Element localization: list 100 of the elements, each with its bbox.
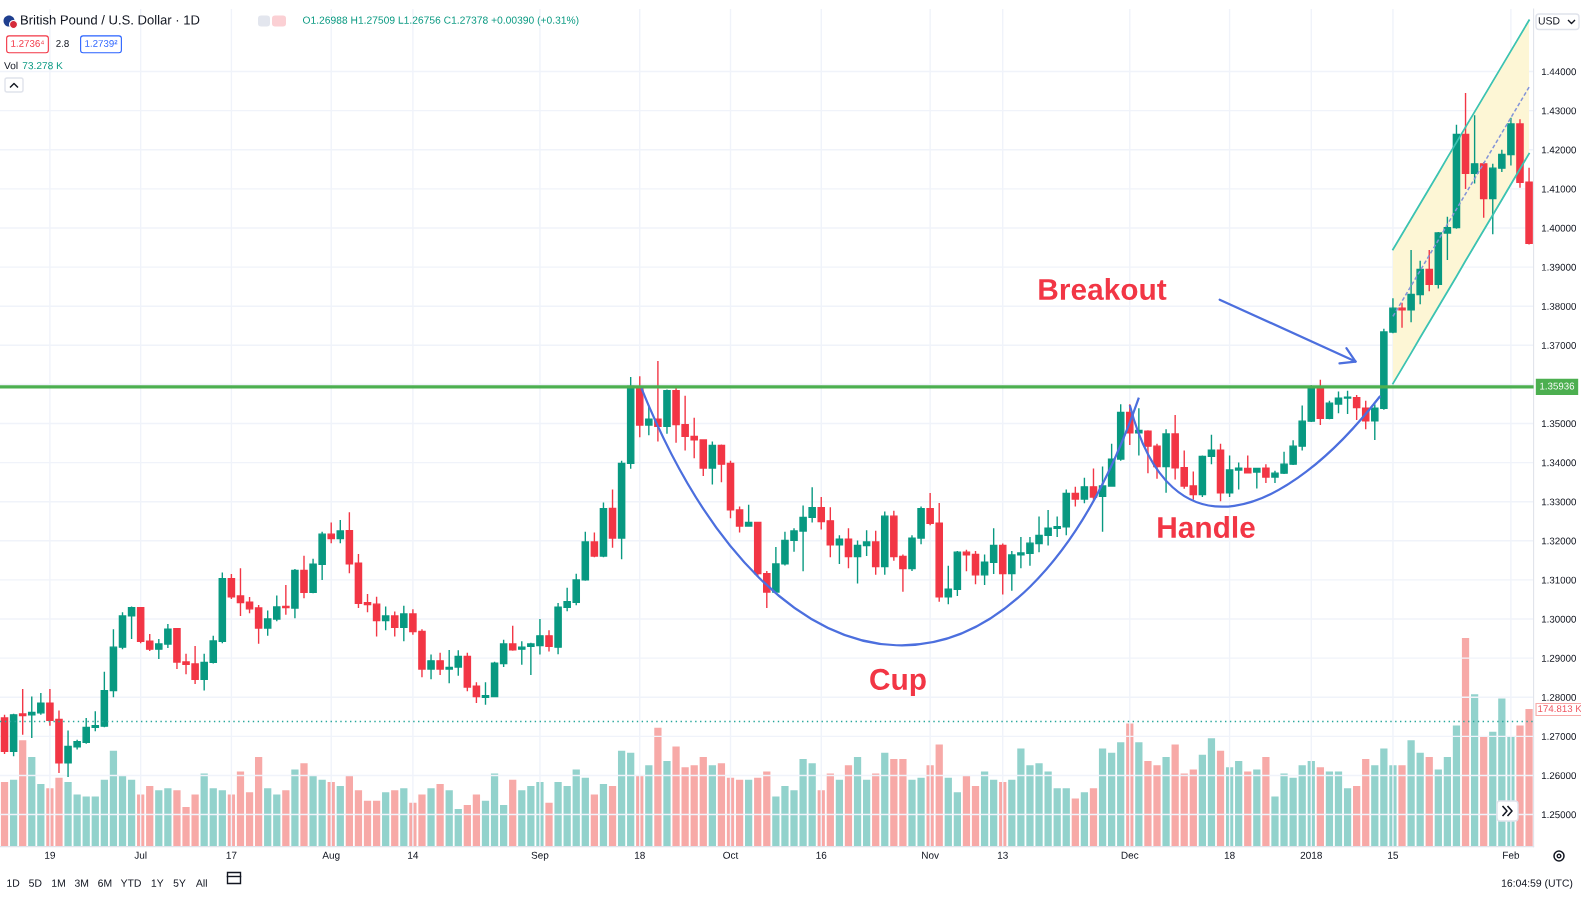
candlestick [263, 609, 272, 637]
y-tick-label: 1.26000 [1541, 772, 1576, 780]
bar [282, 790, 290, 847]
bar [127, 779, 136, 847]
bar [91, 796, 99, 847]
text: 6M [98, 879, 112, 887]
bar [200, 773, 208, 847]
bar [599, 784, 608, 847]
x-tick-label: 15 [1388, 851, 1399, 859]
y-tick-label: 1.39000 [1541, 263, 1576, 271]
bar [717, 763, 726, 847]
y-tick-label: 1.33000 [1541, 498, 1576, 506]
candlestick [372, 596, 381, 638]
bar [627, 752, 635, 847]
bar [1198, 754, 1207, 847]
bar [1443, 756, 1452, 847]
candlestick [363, 593, 372, 614]
y-tick-label: 1.32000 [1541, 537, 1576, 545]
candlestick [1234, 461, 1243, 491]
bar [654, 727, 662, 847]
y-tick-label: 1.30000 [1541, 615, 1576, 623]
candlestick [336, 519, 345, 544]
candlestick [300, 554, 308, 599]
bar [1325, 771, 1334, 847]
candlestick [1334, 390, 1343, 415]
candlestick [345, 511, 354, 574]
bar [345, 775, 353, 847]
candlestick [481, 681, 490, 706]
bar [1480, 736, 1488, 847]
line-series [1392, 152, 1530, 385]
bar [155, 790, 163, 847]
bar [754, 777, 762, 847]
text: 16:04:59 (UTC) [1501, 879, 1573, 889]
bar [245, 792, 254, 847]
annotation: 2.8 [56, 40, 69, 47]
bar [500, 804, 508, 847]
x-tick-label: 2018 [1300, 851, 1322, 859]
x-tick-label: Jul [134, 851, 147, 859]
candlestick [1470, 114, 1479, 185]
bar [454, 809, 462, 847]
bar [291, 769, 299, 847]
bar [1171, 744, 1179, 847]
bar [763, 771, 771, 847]
candlestick [708, 440, 717, 486]
candlestick [545, 629, 553, 653]
bar [509, 779, 517, 847]
candlestick [880, 510, 889, 576]
bar [300, 763, 308, 847]
bar [382, 792, 390, 847]
bar [1334, 771, 1343, 847]
candlestick [1189, 470, 1198, 501]
candlestick [508, 624, 517, 652]
bar [0, 781, 9, 847]
bar [1362, 758, 1370, 847]
bar [82, 796, 90, 847]
bar [518, 790, 526, 847]
bar [527, 786, 535, 847]
candlestick [18, 688, 27, 736]
y-tick-label: 1.27000 [1541, 733, 1576, 740]
x-tick-label: 17 [226, 851, 237, 859]
candlestick [1098, 465, 1107, 533]
text: 1D [7, 879, 20, 887]
x-tick-label: 18 [1224, 851, 1235, 859]
bar [1371, 765, 1379, 847]
ref-line-label: 1.35936 [1540, 382, 1575, 390]
bar [1207, 738, 1216, 847]
bar [336, 786, 344, 847]
y-tick-label: 1.44000 [1541, 68, 1576, 76]
x-tick-label: 16 [816, 851, 827, 859]
y-tick-label: 1.31000 [1541, 576, 1576, 584]
candlestick [1135, 407, 1143, 457]
candlestick [744, 504, 753, 528]
bar [899, 758, 907, 847]
text: 5D [29, 879, 42, 887]
bar [1008, 779, 1016, 847]
bar [1117, 742, 1125, 847]
candlestick [962, 549, 971, 573]
bar [28, 756, 36, 847]
bar [1489, 731, 1497, 847]
bar [990, 779, 998, 847]
x-tick-label: 13 [997, 851, 1008, 859]
candlestick [1352, 394, 1361, 421]
bar [146, 786, 154, 847]
y-tick-label: 1.42000 [1541, 146, 1576, 154]
bar [699, 756, 707, 847]
x-tick-label: Nov [922, 851, 939, 859]
y-tick-label: 1.25000 [1541, 811, 1576, 819]
bar [1316, 767, 1324, 847]
bar [581, 777, 589, 847]
candlestick [853, 539, 862, 585]
candlestick [635, 375, 644, 438]
y-tick-label: 1.41000 [1541, 185, 1576, 193]
bar [826, 773, 834, 847]
bar [1216, 750, 1225, 847]
bar [980, 771, 989, 847]
candlestick [1243, 454, 1252, 475]
bar [1380, 748, 1388, 847]
bar [363, 800, 372, 847]
bar [264, 788, 272, 847]
bar [1135, 742, 1143, 847]
